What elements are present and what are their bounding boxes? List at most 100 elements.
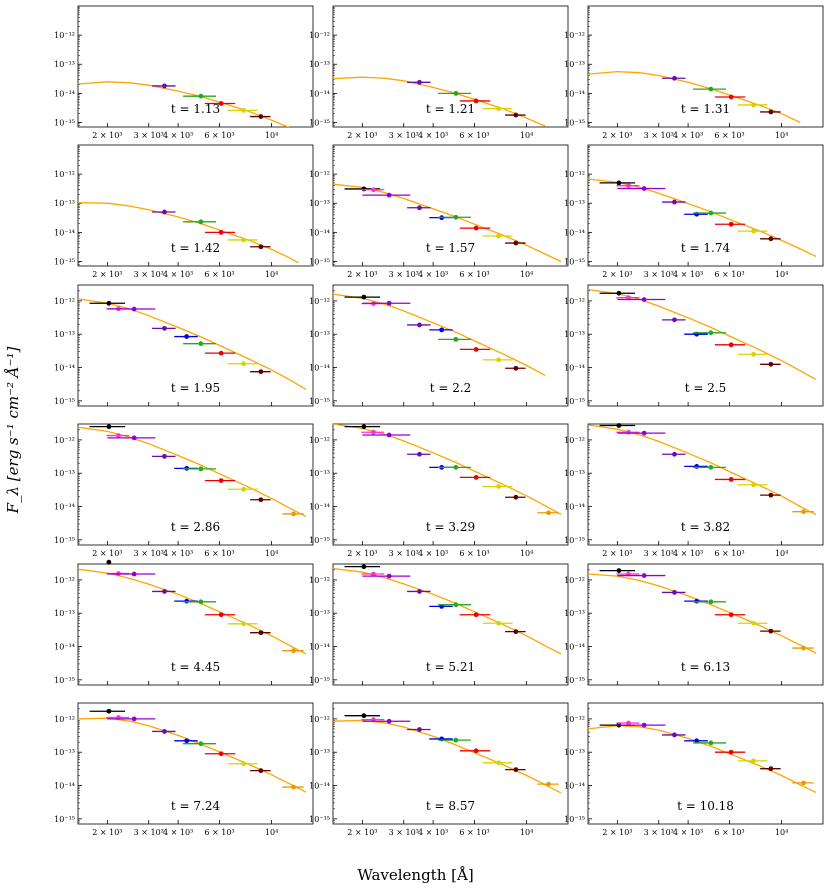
photometry-point (361, 424, 367, 430)
panel-time-label: t = 1.21 (426, 102, 475, 116)
x-tick-label: 4 × 10³ (163, 270, 193, 279)
photometry-point (708, 740, 714, 746)
photometry-point (258, 244, 264, 250)
photometry-point (241, 237, 247, 243)
panel-time-label: t = 3.82 (681, 520, 730, 534)
photometry-point (386, 432, 392, 438)
x-tick-label: 10⁴ (520, 131, 533, 140)
x-tick-label: 4 × 10³ (673, 549, 703, 558)
photometry-point (258, 630, 264, 636)
x-tick-label: 10⁴ (775, 828, 788, 837)
y-tick-label: 10⁻¹⁴ (309, 89, 330, 98)
y-tick-label: 10⁻¹³ (54, 748, 75, 757)
y-tick-label: 10⁻¹⁵ (54, 536, 75, 545)
panel-frame (587, 423, 824, 546)
photometry-point (371, 187, 376, 193)
panel-frame (77, 5, 314, 128)
photometry-point (198, 341, 204, 347)
photometry-point (386, 573, 392, 579)
y-tick-label: 10⁻¹⁴ (54, 228, 75, 237)
sed-panel: 10⁻¹² 10⁻¹³ 10⁻¹⁴ 10⁻¹⁵ t = 5.21 (309, 563, 569, 686)
y-tick-label: 10⁻¹⁴ (54, 89, 75, 98)
photometry-point (184, 334, 190, 339)
blackbody-model-curve (78, 298, 307, 390)
y-tick-label: 10⁻¹² (54, 170, 75, 179)
y-tick-label: 10⁻¹² (54, 576, 75, 585)
photometry-point (291, 784, 296, 790)
sed-panel: 10⁻¹² 10⁻¹³ 10⁻¹⁴ 10⁻¹⁵ 2 × 10³ 3 × 10³ 4 × 10… (564, 144, 824, 279)
y-tick-label: 10⁻¹² (54, 31, 75, 40)
photometry-point (473, 346, 479, 352)
photometry-point (258, 114, 264, 119)
y-tick-label: 10⁻¹³ (564, 748, 585, 757)
photometry-point (728, 94, 734, 100)
sed-panel: 10⁻¹² 10⁻¹³ 10⁻¹⁴ 10⁻¹⁵ t = 1.95 (54, 284, 314, 407)
photometry-point (371, 571, 376, 577)
photometry-point (626, 720, 631, 726)
y-tick-label: 10⁻¹⁵ (309, 118, 330, 127)
sed-panel: 10⁻¹² 10⁻¹³ 10⁻¹⁴ 10⁻¹⁵ t = 4.45 (54, 559, 314, 686)
photometry-point (768, 361, 774, 367)
photometry-point (361, 564, 367, 570)
photometry-point (728, 477, 734, 482)
y-tick-label: 10⁻¹² (309, 715, 330, 724)
photometry-point (258, 369, 264, 375)
panel-time-label: t = 1.31 (681, 102, 730, 116)
y-tick-label: 10⁻¹⁴ (564, 503, 585, 512)
x-tick-label: 3 × 10³ (389, 131, 419, 140)
y-tick-label: 10⁻¹⁵ (309, 536, 330, 545)
photometry-point (417, 727, 422, 732)
photometry-point (616, 568, 622, 574)
photometry-point (626, 429, 631, 435)
y-tick-label: 10⁻¹⁵ (564, 397, 585, 406)
panel-frame (587, 284, 824, 407)
photometry-point (218, 612, 224, 618)
y-tick-label: 10⁻¹⁵ (309, 676, 330, 685)
photometry-point (728, 749, 734, 755)
y-tick-label: 10⁻¹³ (564, 469, 585, 478)
y-tick-label: 10⁻¹⁴ (54, 782, 75, 791)
photometry-point (728, 612, 734, 618)
sed-panel: 10⁻¹² 10⁻¹³ 10⁻¹⁴ 10⁻¹⁵ 2 × 10³ 3 × 10³ 4 × 10… (309, 5, 569, 140)
photometry-point (361, 713, 367, 719)
photometry-point (184, 738, 190, 744)
y-tick-label: 10⁻¹³ (54, 330, 75, 339)
y-tick-label: 10⁻¹⁴ (564, 228, 585, 237)
photometry-point (496, 106, 502, 111)
x-tick-label: 2 × 10³ (347, 828, 377, 837)
photometry-point (768, 628, 774, 634)
photometry-point (473, 98, 479, 104)
photometry-point (218, 101, 224, 106)
photometry-point (198, 93, 204, 99)
y-tick-label: 10⁻¹² (564, 170, 585, 179)
photometry-point (496, 620, 502, 626)
photometry-point (546, 781, 551, 787)
x-tick-label: 2 × 10³ (602, 270, 632, 279)
photometry-point (291, 648, 296, 654)
x-tick-label: 2 × 10³ (92, 270, 122, 279)
photometry-point (218, 478, 224, 484)
x-tick-label: 2 × 10³ (92, 549, 122, 558)
y-tick-label: 10⁻¹³ (309, 469, 330, 478)
x-tick-label: 2 × 10³ (602, 828, 632, 837)
panel-time-label: t = 1.95 (171, 381, 220, 395)
y-tick-label: 10⁻¹⁵ (54, 815, 75, 824)
blackbody-model-curve (588, 724, 817, 793)
y-tick-label: 10⁻¹⁴ (564, 364, 585, 373)
photometry-point (496, 760, 502, 766)
y-tick-label: 10⁻¹² (309, 436, 330, 445)
y-axis-label-text: F_λ [erg s⁻¹ cm⁻² Å⁻¹] (4, 346, 22, 514)
photometry-point (361, 186, 367, 192)
photometry-point (162, 83, 167, 89)
photometry-point (417, 205, 422, 211)
photometry-point (106, 300, 112, 306)
panel-frame (77, 702, 314, 825)
photometry-point (162, 589, 167, 594)
photometry-point (131, 716, 137, 722)
photometry-point (768, 109, 774, 115)
y-tick-label: 10⁻¹⁴ (54, 503, 75, 512)
x-tick-label: 6 × 10³ (459, 549, 489, 558)
y-tick-label: 10⁻¹² (309, 297, 330, 306)
photometry-point (751, 351, 757, 357)
photometry-point (672, 451, 677, 457)
